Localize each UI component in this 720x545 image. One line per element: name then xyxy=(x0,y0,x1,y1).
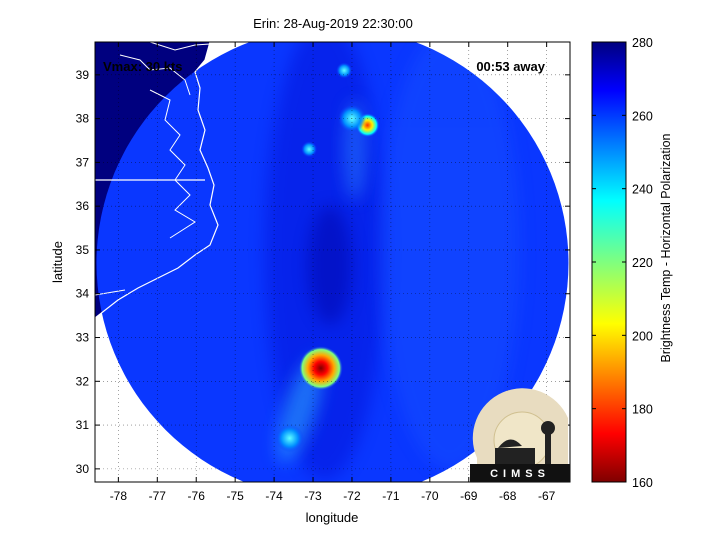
swath-structure xyxy=(265,42,520,480)
colorbar-label: Brightness Temp - Horizontal Polarizatio… xyxy=(659,133,673,362)
x-tick-label: -71 xyxy=(382,489,400,503)
delaware-outline xyxy=(119,54,191,96)
x-tick-label: -70 xyxy=(421,489,439,503)
colorbar-tick-label: 180 xyxy=(632,403,653,417)
x-tick-label: -74 xyxy=(265,489,283,503)
map-panel xyxy=(95,42,570,482)
grid-lines xyxy=(95,42,570,482)
colorbar: 160 180 200 220 240 260 280 Brightness Temp - … xyxy=(591,36,673,490)
colorbar-tick-label: 260 xyxy=(632,109,653,123)
y-axis-label: latitude xyxy=(50,241,65,283)
y-tick-label: 39 xyxy=(76,68,90,82)
y-tick-label: 35 xyxy=(76,243,90,257)
y-axis-ticks: 30 31 32 33 34 35 36 37 38 39 xyxy=(76,68,570,476)
x-tick-label: -75 xyxy=(226,489,244,503)
swath xyxy=(96,42,569,482)
colorbar-ticks: 160 180 200 220 240 260 280 xyxy=(592,36,653,490)
colorbar-tick-label: 200 xyxy=(632,329,653,343)
y-tick-label: 38 xyxy=(76,112,90,126)
chesapeake-outline xyxy=(149,89,196,239)
x-tick-label: -76 xyxy=(188,489,206,503)
colorbar-tick-label: 280 xyxy=(632,36,653,50)
cold-band-center xyxy=(308,205,352,325)
x-axis-ticks: -78 -77 -76 -75 -74 -73 -72 -71 -70 -69 -68 -67 xyxy=(110,42,556,503)
x-axis-label: longitude xyxy=(306,510,359,525)
colorbar-gradient xyxy=(592,42,626,482)
logo-dish xyxy=(498,439,522,448)
y-tick-label: 32 xyxy=(76,374,90,388)
x-tick-label: -72 xyxy=(343,489,361,503)
swath-feature xyxy=(275,424,304,453)
x-tick-label: -68 xyxy=(499,489,517,503)
x-tick-label: -67 xyxy=(538,489,556,503)
vmax-annotation: Vmax: 30 kts xyxy=(103,59,183,74)
y-tick-label: 36 xyxy=(76,199,90,213)
x-tick-label: -78 xyxy=(110,489,128,503)
swath-feature xyxy=(336,62,353,79)
logo-text: CIMSS xyxy=(490,468,550,480)
y-tick-label: 33 xyxy=(76,331,90,345)
time-away-annotation: 00:53 away xyxy=(476,59,545,74)
y-tick-label: 37 xyxy=(76,155,90,169)
colorbar-tick-label: 160 xyxy=(632,476,653,490)
logo-band xyxy=(470,464,570,482)
logo-building xyxy=(495,448,535,466)
colorbar-tick-label: 220 xyxy=(632,256,653,270)
cimss-logo: CIMSS xyxy=(470,388,570,482)
swath-feature xyxy=(301,141,318,158)
long-island-outline xyxy=(149,42,241,51)
chart-title: Erin: 28-Aug-2019 22:30:00 xyxy=(253,16,413,31)
coastline xyxy=(95,42,219,319)
x-tick-label: -77 xyxy=(149,489,167,503)
lighter-band-east xyxy=(380,42,520,470)
y-tick-label: 31 xyxy=(76,418,90,432)
colorbar-tick-label: 240 xyxy=(632,183,653,197)
logo-tower xyxy=(545,425,551,465)
logo-tank xyxy=(541,421,555,435)
swath-feature xyxy=(298,346,343,391)
y-tick-label: 30 xyxy=(76,462,90,476)
y-tick-label: 34 xyxy=(76,287,90,301)
axes-frame xyxy=(94,41,571,483)
x-tick-label: -73 xyxy=(304,489,322,503)
x-tick-label: -69 xyxy=(460,489,478,503)
